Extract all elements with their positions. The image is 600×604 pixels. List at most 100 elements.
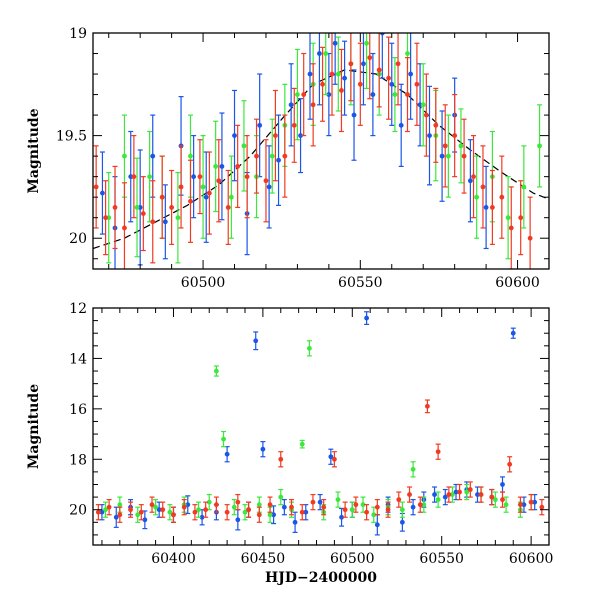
marker [260, 446, 266, 452]
marker [374, 504, 380, 510]
y-tick-label: 20 [69, 231, 87, 247]
marker [310, 102, 316, 108]
marker [326, 92, 332, 97]
marker [335, 71, 341, 77]
marker [241, 143, 247, 149]
data-point-red [299, 504, 305, 521]
data-point-green [503, 496, 509, 513]
marker [414, 81, 420, 87]
marker [467, 487, 473, 492]
data-point-blue [224, 446, 230, 463]
data-point-red [246, 501, 252, 518]
marker [483, 205, 489, 210]
marker [246, 507, 251, 513]
data-point-red [320, 46, 326, 122]
marker [508, 225, 514, 231]
data-point-red [424, 399, 430, 414]
marker [510, 330, 516, 336]
data-point-blue [185, 495, 191, 515]
marker [405, 51, 410, 56]
data-point-red [423, 73, 429, 157]
data-point-blue [342, 40, 348, 116]
data-point-green [134, 157, 140, 258]
marker [398, 122, 404, 128]
data-point-red [121, 182, 127, 269]
y-tick-label: 19 [69, 26, 87, 42]
marker [188, 153, 193, 159]
marker [188, 198, 193, 204]
x-tick-label: 60500 [330, 551, 375, 567]
data-point-red [291, 87, 297, 163]
data-point-green [371, 506, 377, 523]
marker [399, 507, 405, 513]
y-tick-label: 16 [69, 402, 87, 418]
data-point-red [446, 486, 452, 503]
marker [342, 507, 348, 513]
data-point-green [196, 501, 202, 518]
marker [417, 502, 423, 508]
x-tick-label: 60550 [419, 551, 464, 567]
marker [348, 61, 354, 67]
marker [213, 368, 219, 374]
marker [461, 153, 467, 159]
y-tick-label: 18 [69, 452, 87, 468]
marker [276, 157, 281, 163]
data-point-red [480, 145, 486, 229]
marker [386, 75, 392, 81]
marker [439, 153, 445, 159]
marker [271, 512, 277, 518]
data-point-red [103, 180, 109, 256]
data-point-red [197, 139, 203, 215]
plot-frame-0 [92, 32, 550, 270]
data-point-red [386, 36, 392, 120]
marker [113, 514, 119, 520]
marker [364, 40, 369, 46]
x-tick-label: 60450 [241, 551, 286, 567]
data-point-red [500, 491, 506, 508]
marker [175, 215, 181, 221]
marker [475, 492, 480, 497]
marker [200, 184, 206, 190]
data-point-green [206, 493, 212, 511]
data-point-blue [232, 89, 238, 182]
marker [292, 519, 298, 525]
plot-frame-1 [92, 307, 550, 546]
marker [289, 504, 294, 510]
marker [232, 133, 237, 139]
marker [147, 174, 153, 180]
marker [178, 184, 184, 190]
marker [128, 507, 133, 513]
data-point-red [178, 145, 184, 229]
marker [450, 492, 455, 497]
x-tick-label: 60500 [181, 275, 226, 291]
data-point-red [203, 501, 209, 518]
data-point-green [521, 145, 527, 229]
data-point-green [364, 33, 370, 90]
data-point-green [213, 365, 219, 377]
marker [364, 509, 369, 515]
marker [99, 509, 105, 515]
data-point-green [269, 118, 275, 194]
data-point-green [294, 48, 300, 141]
data-point-red [508, 186, 514, 269]
marker [301, 92, 307, 97]
marker [539, 504, 545, 510]
data-point-red [216, 139, 222, 223]
y-tick-label: 14 [69, 351, 87, 367]
data-point-red [404, 57, 410, 133]
data-point-red [254, 118, 260, 194]
data-point-blue [408, 33, 414, 120]
marker [453, 489, 459, 495]
data-point-red [433, 87, 439, 163]
marker [435, 497, 441, 503]
marker [235, 517, 241, 523]
data-point-blue [162, 184, 168, 260]
marker [410, 466, 416, 472]
marker [156, 507, 162, 513]
data-point-green [464, 483, 470, 501]
data-point-blue [351, 69, 357, 161]
data-point-red [527, 196, 533, 269]
data-point-green [474, 155, 480, 239]
